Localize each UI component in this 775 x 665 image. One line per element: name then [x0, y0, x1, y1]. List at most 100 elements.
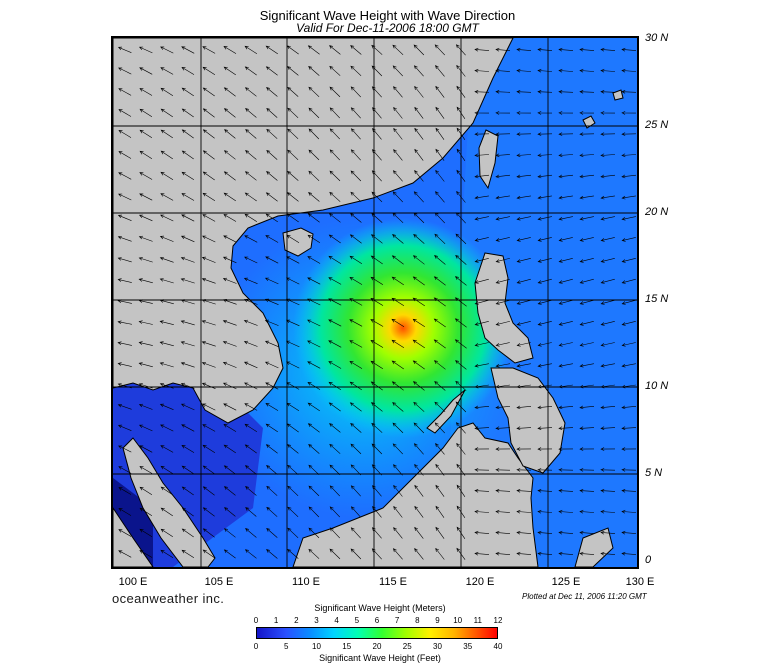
wave-direction-arrow — [371, 527, 382, 539]
wave-direction-arrow — [621, 405, 637, 410]
wave-direction-arrow — [223, 424, 237, 432]
wave-direction-arrow — [412, 318, 425, 328]
wave-direction-arrow — [245, 507, 257, 517]
wave-direction-arrow — [579, 342, 594, 347]
wave-direction-arrow — [579, 405, 595, 410]
wave-direction-arrow — [495, 384, 510, 389]
wave-direction-arrow — [160, 424, 174, 432]
wave-direction-arrow — [307, 277, 321, 285]
wave-direction-arrow — [117, 299, 132, 304]
wave-direction-arrow — [350, 464, 362, 476]
wave-direction-arrow — [308, 548, 320, 559]
wave-direction-arrow — [328, 381, 342, 390]
wave-direction-arrow — [456, 148, 466, 161]
wave-direction-arrow — [433, 297, 446, 307]
wave-direction-arrow — [433, 360, 446, 370]
wave-direction-arrow — [223, 549, 236, 559]
wave-height-map[interactable] — [111, 36, 639, 569]
wave-direction-arrow — [266, 527, 278, 538]
wave-direction-arrow — [474, 174, 490, 179]
wave-direction-arrow — [600, 530, 616, 535]
wave-direction-arrow — [621, 551, 637, 556]
wave-direction-arrow — [414, 170, 424, 182]
wave-direction-arrow — [181, 486, 194, 496]
wave-direction-arrow — [181, 549, 195, 559]
wave-direction-arrow — [516, 342, 531, 347]
wave-direction-arrow — [474, 216, 489, 221]
wave-direction-arrow — [222, 320, 237, 326]
wave-direction-arrow — [516, 321, 531, 326]
wave-direction-arrow — [244, 423, 258, 433]
wave-direction-arrow — [372, 107, 382, 119]
wave-direction-arrow — [495, 68, 511, 73]
wave-direction-arrow — [286, 256, 300, 264]
wave-direction-arrow — [455, 360, 467, 370]
wave-direction-arrow — [180, 235, 195, 243]
wave-direction-arrow — [558, 489, 574, 493]
wave-direction-arrow — [413, 401, 425, 412]
wave-direction-arrow — [244, 192, 257, 202]
wave-direction-arrow — [202, 108, 215, 118]
philippines-south — [490, 367, 566, 474]
wave-direction-arrow — [621, 216, 636, 221]
wave-direction-arrow — [139, 445, 153, 453]
wave-direction-arrow — [287, 128, 299, 140]
wave-direction-arrow — [371, 170, 382, 182]
wave-direction-arrow — [181, 87, 194, 97]
wave-direction-arrow — [329, 464, 341, 476]
wave-direction-arrow — [372, 128, 382, 140]
wave-direction-arrow — [287, 444, 299, 454]
wave-direction-arrow — [371, 212, 383, 223]
wave-direction-arrow — [579, 237, 594, 242]
colorbar-tick-feet: 20 — [372, 642, 382, 651]
wave-direction-arrow — [244, 66, 257, 76]
wave-direction-arrow — [621, 111, 637, 115]
wave-direction-arrow — [393, 464, 403, 476]
wave-direction-arrow — [223, 214, 237, 222]
colorbar-tick-meters: 12 — [493, 616, 503, 625]
luzon-island — [474, 252, 534, 364]
wave-direction-arrow — [118, 88, 132, 96]
wave-direction-arrow — [287, 107, 299, 119]
wave-direction-arrow — [600, 489, 616, 493]
wave-direction-arrow — [244, 549, 257, 559]
wave-direction-arrow — [307, 361, 321, 369]
wave-direction-arrow — [537, 426, 553, 430]
wave-direction-arrow — [495, 426, 511, 430]
wave-direction-arrow — [474, 278, 489, 284]
wave-direction-arrow — [329, 170, 341, 182]
wave-direction-arrow — [392, 191, 404, 203]
wave-direction-arrow — [370, 276, 384, 285]
wave-direction-arrow — [160, 87, 174, 96]
wave-direction-arrow — [244, 235, 258, 243]
wave-direction-arrow — [474, 551, 490, 556]
wave-direction-arrow — [600, 278, 615, 284]
colorbar-tick-feet: 35 — [463, 642, 473, 651]
wave-direction-arrow — [600, 299, 615, 305]
wave-direction-arrow — [370, 340, 384, 348]
wave-direction-arrow — [202, 403, 216, 411]
wave-direction-arrow — [600, 321, 615, 326]
wave-direction-arrow — [329, 45, 341, 55]
wave-direction-arrow — [286, 382, 300, 390]
colorbar-tick-meters: 6 — [374, 616, 380, 625]
wave-direction-arrow — [474, 363, 489, 368]
wave-direction-arrow — [558, 237, 573, 242]
wave-direction-arrow — [160, 507, 173, 517]
wave-direction-arrow — [287, 86, 299, 97]
wave-direction-arrow — [222, 382, 237, 390]
wave-direction-arrow — [456, 106, 466, 119]
wave-direction-arrow — [516, 237, 531, 242]
wave-direction-arrow — [159, 362, 174, 368]
wave-direction-arrow — [285, 298, 300, 306]
wave-direction-arrow — [350, 45, 362, 55]
wave-direction-arrow — [516, 174, 532, 179]
wave-direction-arrow — [474, 47, 490, 52]
wave-direction-arrow — [350, 422, 362, 433]
wave-direction-arrow — [349, 298, 363, 306]
wave-direction-arrow — [181, 507, 194, 517]
colorbar-tick-feet: 0 — [253, 642, 259, 651]
wave-direction-arrow — [371, 44, 383, 55]
wave-direction-arrow — [266, 128, 278, 139]
wave-direction-arrow — [118, 508, 132, 516]
